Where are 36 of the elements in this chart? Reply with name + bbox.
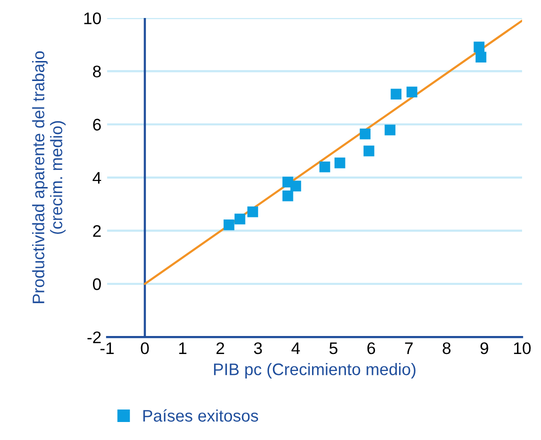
point: [390, 88, 402, 100]
x-tick-label: 9: [480, 342, 488, 354]
x-tick-label: 8: [442, 342, 451, 354]
y-axis-title: Productividad aparente del trabajo (crecim. medio): [32, 51, 66, 304]
y-tick-label: 8: [93, 66, 101, 78]
point: [282, 190, 294, 202]
x-tick-label: 0: [140, 342, 149, 354]
point: [334, 158, 346, 168]
x-axis-title: PIB pc (Crecimiento medio): [214, 362, 416, 379]
x-tick-label: 1: [179, 342, 186, 354]
y-tick-label: 2: [93, 225, 101, 237]
x-tick-label: 4: [291, 342, 300, 354]
x-tick-label: 7: [405, 342, 413, 354]
point: [474, 42, 484, 52]
point: [406, 86, 418, 98]
y-tick-label: 10: [84, 12, 101, 24]
y-tick-label: 6: [93, 118, 101, 131]
point: [234, 214, 246, 224]
y-tick-label: -2: [87, 331, 101, 344]
x-tick-label: 5: [329, 342, 338, 354]
point: [319, 162, 330, 172]
x-tick-label: 6: [367, 342, 376, 354]
point: [384, 124, 396, 136]
legend-label: Países exitosos: [143, 409, 258, 422]
y-tick-label: 4: [92, 172, 102, 184]
x-tick-label: 3: [254, 342, 262, 354]
x-tick-label: 10: [514, 342, 531, 354]
x-tick-label: 2: [216, 342, 224, 354]
point: [247, 206, 258, 218]
point: [224, 219, 234, 230]
y-tick-label: 0: [92, 278, 101, 290]
point: [360, 128, 371, 140]
point: [290, 180, 302, 192]
point: [364, 146, 374, 156]
x-tick-label: -1: [100, 342, 114, 354]
point: [476, 52, 486, 62]
